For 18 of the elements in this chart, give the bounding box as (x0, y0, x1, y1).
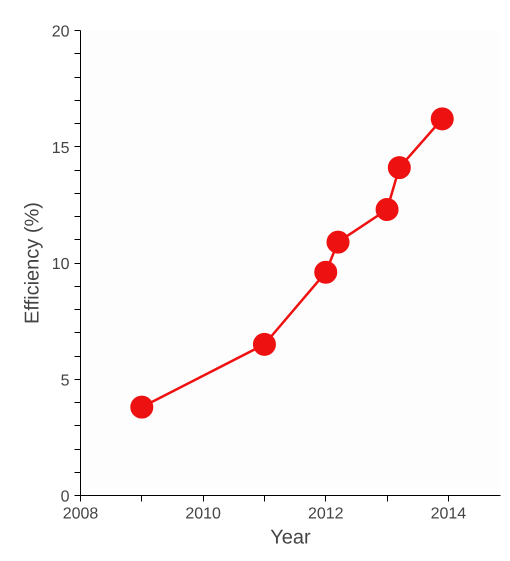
y-tick-label: 20 (52, 24, 70, 40)
point (430, 107, 454, 130)
point (326, 230, 350, 254)
y-tick-label: 15 (52, 140, 70, 157)
x-tick-label: 2014 (430, 506, 466, 522)
y-axis-title: Efficiency (%) (22, 202, 44, 324)
x-tick-label: 2008 (62, 506, 98, 522)
x-tick-label: 2012 (308, 506, 344, 522)
point (314, 260, 338, 284)
y-tick-label: 0 (60, 488, 70, 506)
x-tick-label: 2010 (185, 506, 222, 522)
point (252, 332, 276, 356)
x-axis-title: Year (270, 526, 312, 548)
point (130, 396, 154, 419)
y-tick-label: 10 (52, 256, 70, 273)
point (376, 198, 399, 222)
y-tick-label: 5 (60, 372, 70, 390)
point (388, 156, 411, 180)
